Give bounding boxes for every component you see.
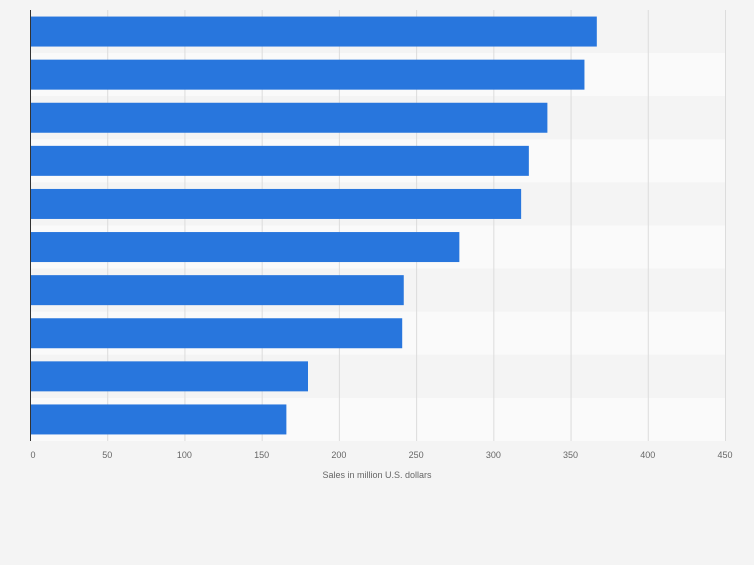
x-tick-label: 250 [409, 450, 424, 460]
x-tick-label: 100 [177, 450, 192, 460]
bar[interactable] [30, 361, 308, 392]
bar[interactable] [30, 59, 585, 90]
x-tick-label: 450 [717, 450, 732, 460]
bars [30, 16, 597, 435]
bar[interactable] [30, 145, 529, 176]
x-tick-label: 50 [102, 450, 112, 460]
x-tick-label: 400 [640, 450, 655, 460]
bar[interactable] [30, 102, 548, 133]
x-tick-label: 350 [563, 450, 578, 460]
x-axis-label: Sales in million U.S. dollars [322, 470, 432, 480]
bar[interactable] [30, 188, 522, 219]
bar[interactable] [30, 232, 460, 263]
x-tick-label: 150 [254, 450, 269, 460]
x-tick-label: 300 [486, 450, 501, 460]
bar[interactable] [30, 275, 404, 306]
x-tick-label: 200 [331, 450, 346, 460]
x-tick-label: 0 [30, 450, 35, 460]
bar[interactable] [30, 404, 287, 435]
bar[interactable] [30, 16, 597, 47]
x-tick-labels: 0 50 100 150 200 250 300 350 400 450 [30, 450, 732, 460]
bar[interactable] [30, 318, 403, 349]
